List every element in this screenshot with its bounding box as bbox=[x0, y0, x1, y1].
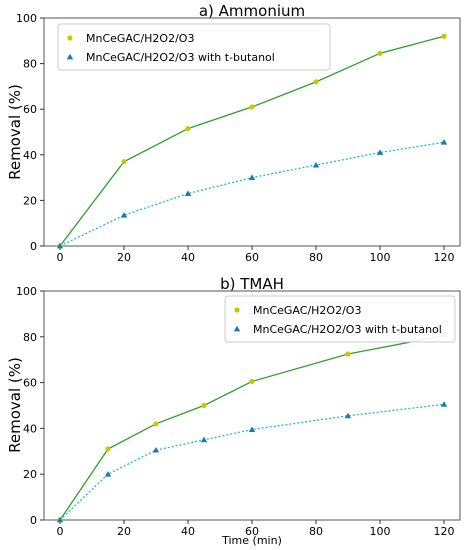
data-point bbox=[249, 378, 255, 385]
y-tick-label: 0 bbox=[30, 514, 37, 527]
y-tick-label: 40 bbox=[23, 149, 37, 162]
y-tick-label: 40 bbox=[23, 422, 37, 435]
y-tick-label: 60 bbox=[23, 103, 37, 116]
y-tick-label: 80 bbox=[23, 58, 37, 71]
x-tick-label: 60 bbox=[245, 251, 259, 264]
data-point bbox=[345, 351, 351, 357]
legend-entry-label: MnCeGAC/H2O2/O3 bbox=[253, 304, 361, 317]
legend-marker bbox=[234, 307, 240, 313]
data-point bbox=[152, 446, 160, 453]
data-point bbox=[376, 149, 384, 155]
series-markers bbox=[56, 33, 448, 249]
axis-ticks: 0 20 40 60 80 100 120 0 20 40 60 80 100 bbox=[16, 285, 455, 538]
data-point bbox=[56, 516, 64, 523]
legend-box bbox=[224, 295, 456, 343]
y-tick-label: 60 bbox=[23, 377, 37, 390]
x-tick-label: 60 bbox=[245, 525, 259, 538]
data-point bbox=[120, 212, 128, 218]
x-tick-label: 120 bbox=[434, 251, 455, 264]
y-tick-label: 100 bbox=[16, 285, 37, 298]
series-line-1 bbox=[59, 403, 445, 521]
x-tick-label: 100 bbox=[370, 251, 391, 264]
x-tick-label: 0 bbox=[57, 525, 64, 538]
legend-marker bbox=[66, 53, 74, 60]
chart-panel-ammonium: a) Ammonium Removal (%) 0 20 40 60 80 100 1200… bbox=[6, 2, 461, 264]
data-point bbox=[248, 426, 256, 432]
y-axis-label: Removal (%) bbox=[6, 84, 24, 180]
legend-box bbox=[57, 23, 331, 71]
legend-entry-label: MnCeGAC/H2O2/O3 bbox=[86, 32, 194, 45]
data-point bbox=[312, 161, 320, 168]
x-tick-label: 100 bbox=[370, 525, 391, 538]
y-tick-label: 20 bbox=[23, 468, 37, 481]
legend-entry-label: MnCeGAC/H2O2/O3 with t-butanol bbox=[253, 323, 442, 336]
chart-panel-tmah: b) TMAH Removal (%) Time (min) 0 20 40 60 80… bbox=[6, 275, 461, 547]
y-axis-label: Removal (%) bbox=[6, 357, 24, 453]
y-tick-label: 20 bbox=[23, 194, 37, 207]
data-point bbox=[185, 125, 191, 132]
chart-title: b) TMAH bbox=[220, 275, 284, 293]
data-point bbox=[248, 174, 256, 180]
data-point bbox=[121, 159, 127, 165]
data-point bbox=[200, 436, 208, 443]
data-point bbox=[377, 50, 383, 56]
data-point bbox=[201, 402, 207, 409]
data-point bbox=[440, 139, 448, 145]
chart-title: a) Ammonium bbox=[199, 2, 305, 20]
x-tick-label: 80 bbox=[309, 251, 323, 264]
x-tick-label: 40 bbox=[181, 525, 195, 538]
data-point bbox=[440, 401, 448, 407]
y-tick-label: 80 bbox=[23, 331, 37, 344]
data-point bbox=[104, 471, 112, 477]
data-point bbox=[56, 242, 64, 249]
series-line-1 bbox=[59, 141, 445, 247]
data-point bbox=[184, 190, 192, 196]
y-tick-label: 100 bbox=[16, 12, 37, 25]
x-tick-label: 80 bbox=[309, 525, 323, 538]
legend: MnCeGAC/H2O2/O3 MnCeGAC/H2O2/O3 with t-bu… bbox=[57, 23, 331, 71]
x-axis-label: Time (min) bbox=[221, 534, 282, 547]
x-tick-label: 40 bbox=[181, 251, 195, 264]
series-markers bbox=[56, 333, 448, 523]
x-tick-label: 20 bbox=[117, 525, 131, 538]
data-point bbox=[344, 412, 352, 419]
data-point bbox=[105, 446, 111, 452]
x-tick-label: 20 bbox=[117, 251, 131, 264]
legend-entry-label: MnCeGAC/H2O2/O3 with t-butanol bbox=[86, 51, 275, 64]
x-tick-label: 120 bbox=[434, 525, 455, 538]
x-tick-label: 0 bbox=[57, 251, 64, 264]
y-tick-label: 0 bbox=[30, 240, 37, 253]
legend-marker bbox=[67, 35, 73, 41]
legend: MnCeGAC/H2O2/O3 MnCeGAC/H2O2/O3 with t-bu… bbox=[224, 295, 456, 343]
data-point bbox=[313, 79, 319, 85]
data-point bbox=[249, 104, 255, 110]
data-point bbox=[441, 33, 447, 39]
axis-ticks: 0 20 40 60 80 100 120 0 20 40 60 80 100 bbox=[16, 12, 455, 264]
data-point bbox=[153, 421, 159, 427]
legend-marker bbox=[233, 325, 241, 332]
